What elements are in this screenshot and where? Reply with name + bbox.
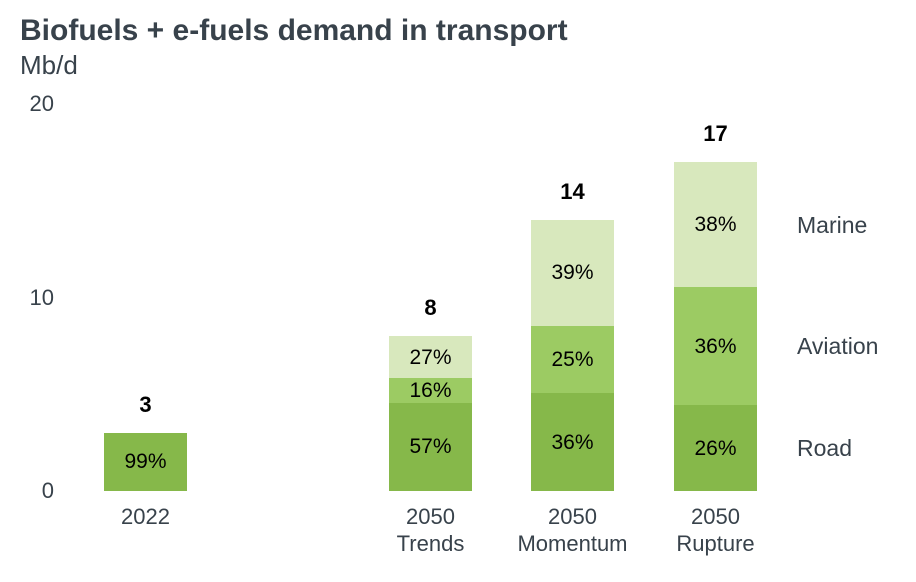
bar-segment-aviation: 16% [389,377,472,403]
x-axis-label-line: 2050 [406,504,455,529]
x-axis-label: 2050 Trends [331,503,531,557]
segment-percent-label: 27% [409,345,452,369]
legend-label-aviation: Aviation [797,333,879,360]
legend-label-marine: Marine [797,211,868,238]
bar-total-label: 14 [560,179,585,205]
x-axis-label-line: Rupture [676,531,755,556]
legend-label-road: Road [797,435,852,462]
x-axis-label: 2050 Momentum [473,503,673,557]
bar-segment-road: 36% [531,393,614,491]
x-axis-label-line: Trends [396,531,465,556]
segment-percent-label: 25% [551,348,594,372]
bar-segment-aviation: 36% [674,287,757,406]
x-axis-label-line: 2050 [548,504,597,529]
bar-total-label: 3 [139,391,152,417]
segment-percent-label: 39% [551,261,594,285]
bar-segment-marine: 27% [389,336,472,378]
bar-segment-road: 99% [104,432,187,491]
bar-segment-road: 26% [674,405,757,491]
segment-percent-label: 36% [694,334,737,358]
bar-segment-road: 57% [389,402,472,491]
segment-percent-label: 38% [694,213,737,237]
chart-title: Biofuels + e-fuels demand in transport [20,14,568,47]
x-axis-label: 2022 [46,503,246,530]
x-axis-label: 2050 Rupture [616,503,816,557]
x-axis-label-line: 2022 [121,504,170,529]
bar-segment-marine: 38% [674,162,757,288]
bar-total-label: 8 [424,295,437,321]
x-axis-label-line: Momentum [517,531,628,556]
chart-unit-label: Mb/d [20,50,78,80]
bar-segment-aviation: 25% [531,325,614,394]
segment-percent-label: 99% [124,450,167,474]
segment-percent-label: 26% [694,436,737,460]
bar-segment-marine: 39% [531,220,614,326]
y-tick-label: 0 [41,478,54,503]
x-axis-label-line: 2050 [691,504,740,529]
segment-percent-label: 57% [409,435,452,459]
segment-percent-label: 16% [409,378,452,402]
bar-total-label: 17 [703,121,728,147]
y-tick-label: 10 [29,284,54,310]
y-tick-label: 20 [29,91,54,116]
segment-percent-label: 36% [551,430,594,454]
